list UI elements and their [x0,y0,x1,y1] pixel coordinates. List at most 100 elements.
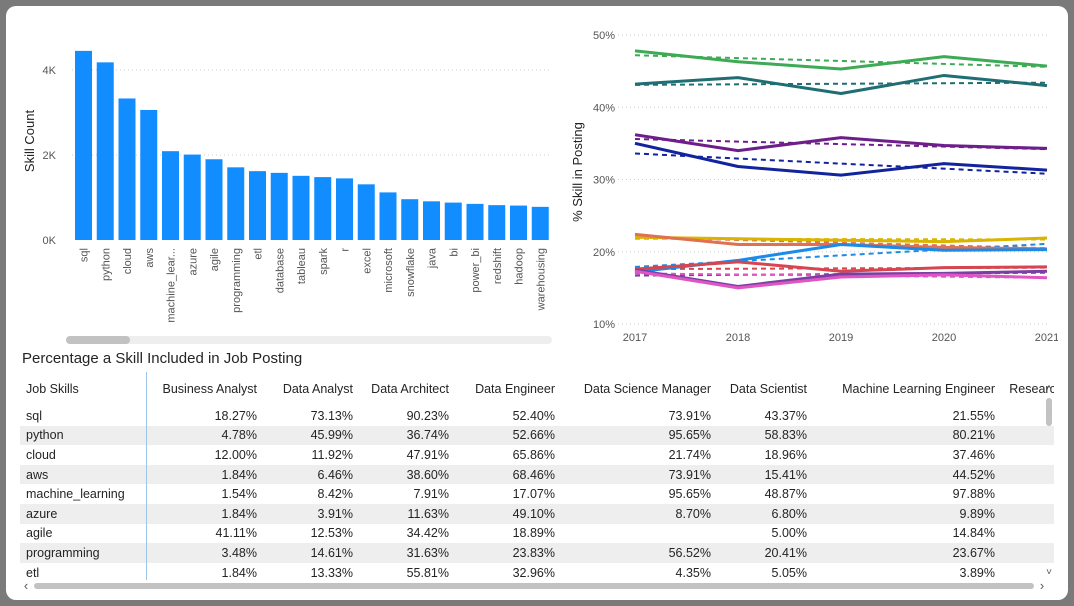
scroll-up-icon[interactable]: ˄ [1046,383,1052,394]
scroll-down-icon[interactable]: ˅ [1046,567,1052,578]
table-cell: 3.89% [959,565,995,580]
bar-17[interactable] [444,202,462,240]
column-header-8[interactable]: Research Scient [1009,382,1054,396]
bar-15[interactable] [401,199,419,240]
bar-6[interactable] [205,159,223,240]
bar-16[interactable] [423,201,440,240]
y-tick-3: 20% [593,247,615,259]
bar-13[interactable] [357,184,375,240]
table-row[interactable]: machine_learning 1.54% 8.42% 7.91% 17.07% 95.… [20,484,1054,504]
table-cell: 20.41% [715,543,811,563]
bar-chart[interactable]: Skill Count 4K 2K 0K sql python cloud aws ma… [6,6,566,351]
table-row[interactable]: agile 41.11% 12.53% 34.42% 18.89% 5.00% 14.84%… [20,523,1054,544]
table-row[interactable]: cloud 12.00% 11.92% 47.91% 65.86% 21.74% 18.96… [20,445,1054,465]
bar-5[interactable] [183,154,201,240]
table-cell: 6.46% [261,464,357,485]
bar-7[interactable] [227,167,245,240]
bar-label-6: agile [209,248,221,271]
series-line-9[interactable] [634,269,1048,290]
table-cell: cloud [20,445,147,465]
column-header-0[interactable]: Job Skills [20,372,147,406]
horizontal-scroll-thumb[interactable] [34,583,1034,589]
scroll-right-icon[interactable]: › [1040,580,1044,592]
bar-label-1: python [100,248,112,281]
table-cell: 68.46% [453,464,559,485]
table-row[interactable]: programming 3.48% 14.61% 31.63% 23.83% 56.52%… [20,543,1054,563]
bar-2[interactable] [118,98,136,240]
table-cell: 55.81% [406,565,449,580]
table-cell: azure [20,503,147,524]
bar-8[interactable] [249,171,266,240]
table-cell: programming [20,543,147,563]
series-line-2[interactable] [634,133,1048,153]
table-cell: 11.92% [311,447,353,462]
bar-label-8: etl [253,248,265,260]
table-cell: 38.60% [357,464,453,485]
bar-label-20: hadoop [514,248,526,285]
line-chart-ylabel: % Skill in Posting [570,122,585,222]
table-cell: 8.70% [559,503,715,524]
bar-3[interactable] [140,109,158,240]
table-cell: 90.23% [406,408,449,423]
series-line-0[interactable] [634,49,1048,71]
table-row[interactable]: aws 1.84% 6.46% 38.60% 68.46% 73.91% 15.41% 44.… [20,464,1054,485]
table-row[interactable]: etl 1.84% 13.33% 55.81% 32.96% 4.35% 5.05% 3.89… [20,562,1054,580]
column-header-5[interactable]: Data Science Manager [583,382,711,396]
bar-12[interactable] [336,178,353,240]
table-cell: python [20,425,147,446]
vertical-scroll-thumb[interactable] [1046,398,1052,426]
table-cell: 1.84% [146,503,261,524]
table-cell: 11.63% [357,503,453,524]
table-cell: agile [20,523,147,544]
table-cell: 65.86% [512,447,555,462]
column-header-6[interactable]: Data Scientist [729,382,807,396]
table-cell: 80.21% [811,425,999,446]
bar-20[interactable] [510,205,527,240]
table-cell: 43.37% [764,408,807,423]
table-cell: 12.53% [310,526,353,541]
table-cell: 34.42% [406,526,449,541]
bar-chart-scroll-track[interactable] [66,336,552,344]
column-header-4[interactable]: Data Engineer [475,382,555,396]
bar-1[interactable] [96,62,114,240]
scroll-left-icon[interactable]: ‹ [24,580,28,592]
column-header-2[interactable]: Data Analyst [282,382,353,396]
table-cell: 6.80% [715,503,811,524]
table-cell: 1.84% [221,565,257,580]
bar-0[interactable] [75,50,92,240]
column-header-3[interactable]: Data Architect [371,382,449,396]
table-cell: 58.83% [715,425,811,446]
bar-21[interactable] [531,206,549,240]
bar-9[interactable] [270,172,288,240]
table-row[interactable]: python 4.78% 45.99% 36.74% 52.66% 95.65% 58.83… [20,425,1054,446]
column-header-7[interactable]: Machine Learning Engineer [842,382,995,396]
table-row[interactable]: sql 18.27% 73.13% 90.23% 52.40% 73.91% 43.37% 2… [20,406,1054,426]
series-line-4[interactable] [634,235,1048,244]
table-cell: 47.91% [406,447,449,462]
table-cell: 45.99% [261,425,357,446]
series-line-1[interactable] [634,73,1048,96]
table-horizontal-scrollbar[interactable]: ‹ › [20,580,1048,592]
bar-chart-scroll-thumb[interactable] [66,336,130,344]
table-cell: 14.84% [952,526,995,541]
bar-chart-ylabel: Skill Count [22,110,37,173]
bar-19[interactable] [488,205,506,240]
bar-10[interactable] [292,175,310,240]
line-chart[interactable]: % Skill in Posting 50% 40% 30% 20% 10% 2017 2… [558,6,1058,351]
bar-11[interactable] [314,177,332,240]
table-cell: 49.10% [453,503,559,524]
column-header-1[interactable]: Business Analyst [162,382,258,396]
table-row[interactable]: azure 1.84% 3.91% 11.63% 49.10% 8.70% 6.80% 9.8… [20,503,1054,524]
table-vertical-scrollbar[interactable]: ˄ ˅ [1044,382,1054,578]
table-cell: 23.67% [811,543,999,563]
series-line-7[interactable] [634,260,1048,273]
table-cell: etl [20,562,147,580]
bar-14[interactable] [379,192,397,240]
skills-table[interactable]: Job Skills Business Analyst Data Analyst Da… [20,372,1054,580]
series-line-3[interactable] [634,141,1048,177]
table-cell: 21.74% [668,447,711,462]
bar-4[interactable] [162,151,179,240]
bar-18[interactable] [466,203,484,240]
table-cell: 52.40% [512,408,555,423]
table-cell: 12.00% [214,447,257,462]
